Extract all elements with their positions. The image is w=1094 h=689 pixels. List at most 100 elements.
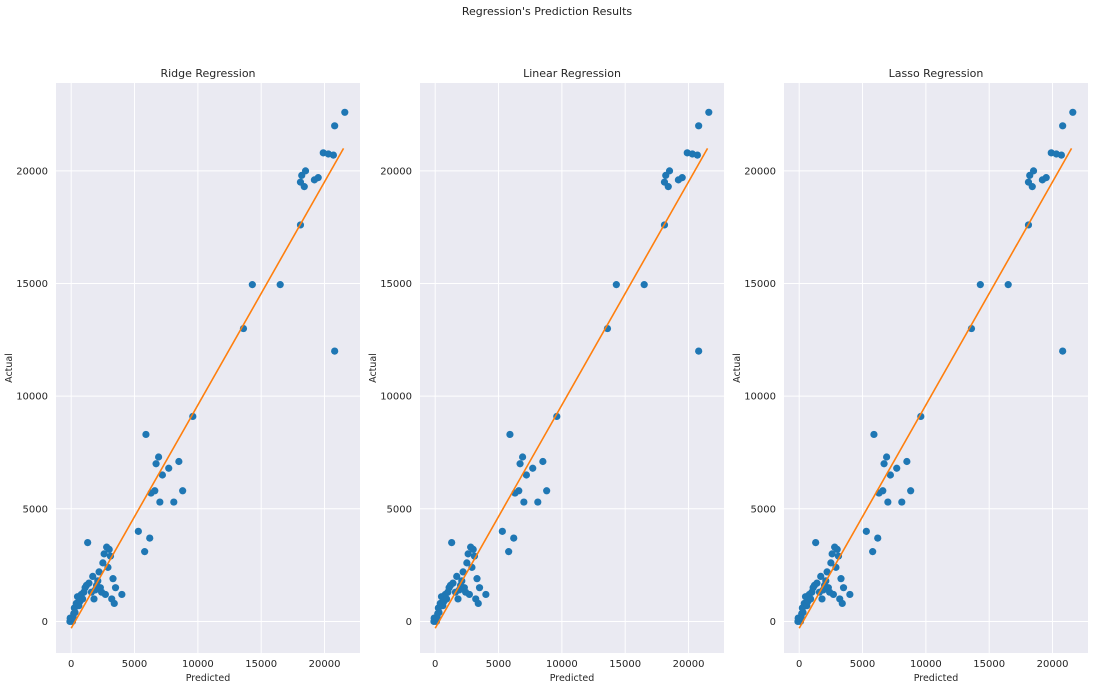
data-point: [473, 575, 481, 583]
data-point: [95, 568, 103, 576]
data-point: [846, 590, 854, 599]
data-point: [276, 281, 284, 289]
data-point: [903, 457, 911, 466]
data-point: [300, 183, 308, 191]
data-point: [665, 167, 674, 175]
data-point: [678, 174, 686, 182]
y-tick-label: 0: [406, 617, 412, 628]
data-point: [640, 281, 648, 289]
y-tick-label: 20000: [16, 166, 48, 177]
y-axis-label: Actual: [368, 353, 379, 383]
data-point: [898, 498, 906, 506]
data-point: [448, 539, 456, 547]
data-point: [515, 487, 523, 495]
x-tick-label: 5000: [122, 659, 147, 670]
data-point: [522, 471, 531, 479]
y-tick-label: 15000: [16, 279, 48, 290]
data-point: [1059, 122, 1067, 130]
data-point: [464, 550, 472, 558]
data-point: [539, 457, 547, 466]
data-point: [823, 568, 831, 576]
data-point: [976, 281, 984, 289]
data-point: [516, 460, 524, 468]
x-tick-label: 20000: [1037, 659, 1069, 670]
data-point: [862, 527, 870, 535]
data-point: [175, 457, 183, 466]
x-tick-label: 0: [796, 659, 802, 670]
data-point: [870, 430, 878, 439]
x-tick-label: 20000: [673, 659, 705, 670]
data-point: [886, 471, 895, 479]
y-axis-label: Actual: [732, 353, 743, 383]
data-point: [817, 572, 825, 580]
data-point: [874, 534, 882, 542]
data-point: [907, 487, 915, 495]
data-point: [151, 487, 159, 495]
chart-title: Ridge Regression: [160, 67, 255, 80]
fit-line: [434, 147, 709, 629]
data-point: [838, 599, 846, 608]
data-point: [812, 539, 820, 547]
x-tick-label: 10000: [910, 659, 942, 670]
data-point: [465, 590, 473, 599]
data-point: [695, 347, 703, 355]
data-point: [179, 487, 187, 495]
data-point: [89, 572, 97, 580]
chart-title: Lasso Regression: [889, 67, 984, 80]
x-axis-label: Predicted: [186, 673, 231, 684]
data-point: [529, 464, 537, 472]
data-point: [1069, 108, 1077, 116]
y-tick-label: 10000: [380, 392, 412, 403]
data-point: [155, 453, 163, 461]
data-point: [101, 590, 109, 599]
chart-title: Linear Regression: [523, 67, 621, 80]
data-point: [827, 559, 835, 567]
y-tick-label: 5000: [751, 504, 776, 515]
y-axis-label: Actual: [4, 353, 15, 383]
plot-background: [784, 83, 1088, 653]
data-point: [534, 498, 542, 506]
data-point: [520, 498, 528, 506]
data-point: [1028, 183, 1036, 191]
data-point: [248, 281, 256, 289]
data-point: [505, 548, 513, 556]
data-point: [807, 595, 815, 603]
x-tick-label: 0: [68, 659, 74, 670]
data-point: [693, 151, 702, 159]
data-point: [1057, 151, 1065, 159]
x-tick-label: 5000: [850, 659, 875, 670]
data-point: [664, 183, 672, 191]
y-tick-label: 5000: [23, 504, 48, 515]
fit-line: [70, 147, 345, 629]
data-point: [506, 430, 514, 439]
data-point: [839, 584, 848, 592]
plot-background: [56, 83, 360, 653]
data-point: [1042, 174, 1050, 182]
data-point: [869, 548, 877, 556]
data-point: [165, 464, 173, 472]
y-tick-label: 15000: [744, 279, 776, 290]
data-point: [331, 122, 339, 130]
data-point: [475, 584, 484, 592]
data-point: [612, 281, 620, 289]
data-point: [449, 579, 457, 587]
data-point: [880, 460, 888, 468]
x-tick-label: 5000: [486, 659, 511, 670]
data-point: [79, 595, 87, 603]
x-tick-label: 0: [432, 659, 438, 670]
y-tick-label: 10000: [744, 392, 776, 403]
y-tick-label: 5000: [387, 504, 412, 515]
plot-background: [420, 83, 724, 653]
data-point: [695, 122, 703, 130]
data-point: [100, 550, 108, 558]
data-point: [301, 167, 310, 175]
y-tick-label: 0: [770, 617, 776, 628]
data-point: [454, 595, 462, 603]
data-point: [893, 464, 901, 472]
data-point: [482, 590, 490, 599]
x-tick-label: 15000: [973, 659, 1005, 670]
data-point: [341, 108, 349, 116]
data-point: [152, 460, 160, 468]
